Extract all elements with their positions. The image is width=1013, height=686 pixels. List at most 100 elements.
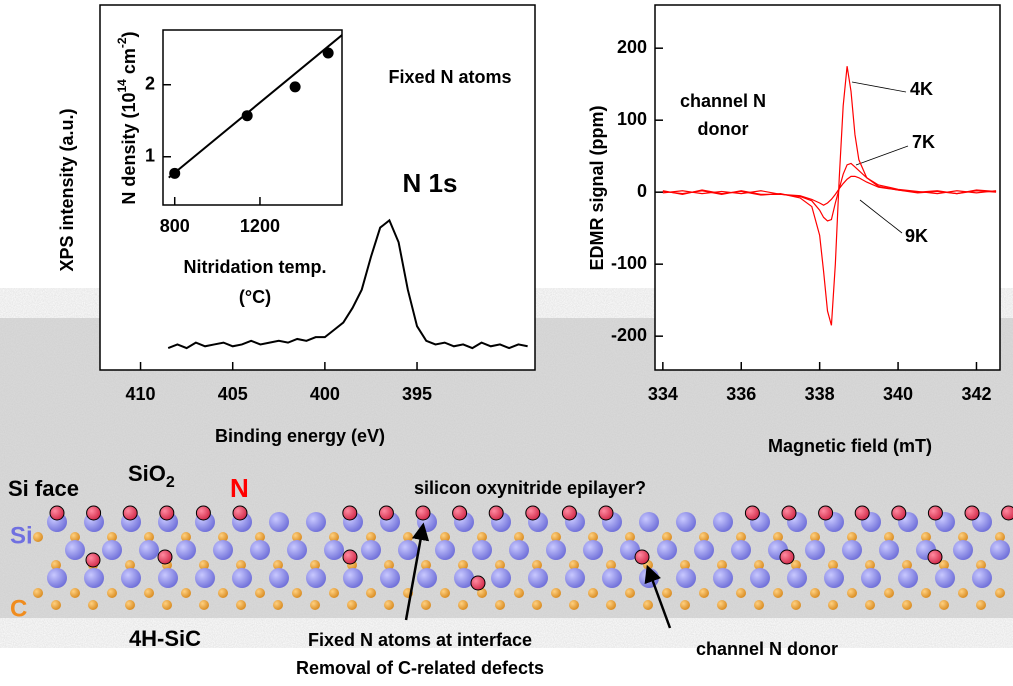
data-point — [169, 168, 180, 179]
x-tick-label: 340 — [883, 384, 913, 404]
carbon-atom — [865, 600, 875, 610]
silicon-atom — [232, 568, 252, 588]
carbon-atom — [569, 600, 579, 610]
silicon-atom — [639, 512, 659, 532]
silicon-atom — [990, 540, 1010, 560]
carbon-atom — [717, 600, 727, 610]
silicon-atom — [380, 568, 400, 588]
nitrogen-atom — [489, 506, 503, 520]
silicon-atom — [287, 540, 307, 560]
nitrogen-atom — [599, 506, 613, 520]
silicon-atom — [269, 512, 289, 532]
carbon-atom — [107, 588, 117, 598]
silicon-atom — [528, 568, 548, 588]
carbon-atom — [181, 588, 191, 598]
x-tick-label: 342 — [961, 384, 991, 404]
data-point — [323, 48, 334, 59]
figure: XPS intensity (a.u.) Binding energy (eV)… — [0, 0, 1013, 686]
silicon-atom — [546, 540, 566, 560]
silicon-atom — [694, 540, 714, 560]
carbon-atom — [144, 588, 154, 598]
carbon-atom — [699, 588, 709, 598]
nitrogen-atom — [855, 506, 869, 520]
nitrogen-atom — [635, 550, 649, 564]
carbon-atom — [218, 588, 228, 598]
nitrogen-atom — [526, 506, 540, 520]
silicon-atom — [602, 568, 622, 588]
carbon-atom — [828, 600, 838, 610]
carbon-atom — [791, 600, 801, 610]
label-part: SiO — [128, 461, 166, 486]
y-axis-label: EDMR signal (ppm) — [587, 105, 607, 270]
nitrogen-atom — [50, 506, 64, 520]
label: N — [230, 473, 249, 503]
carbon-atom — [551, 588, 561, 598]
silicon-atom — [750, 568, 770, 588]
carbon-atom — [606, 600, 616, 610]
silicon-atom — [472, 540, 492, 560]
carbon-atom — [736, 588, 746, 598]
series-label: 9K — [905, 226, 928, 246]
label-part: N density (10 — [119, 93, 139, 205]
label-part: cm — [119, 48, 139, 79]
x-tick-label: 405 — [218, 384, 248, 404]
nitrogen-atom — [780, 550, 794, 564]
x-tick-label: 338 — [805, 384, 835, 404]
silicon-atom — [250, 540, 270, 560]
carbon-atom — [236, 600, 246, 610]
data-point — [242, 110, 253, 121]
silicon-atom — [102, 540, 122, 560]
silicon-atom — [491, 568, 511, 588]
y-tick-label: 100 — [617, 109, 647, 129]
nitrogen-atom — [196, 506, 210, 520]
carbon-atom — [162, 600, 172, 610]
x-axis-label: (°C) — [239, 287, 271, 307]
silicon-atom — [47, 568, 67, 588]
y-tick-label: 200 — [617, 37, 647, 57]
x-tick-label: 336 — [726, 384, 756, 404]
silicon-atom — [158, 568, 178, 588]
y-tick-label: -100 — [611, 253, 647, 273]
edmr-frame — [655, 5, 1000, 370]
nitrogen-atom — [819, 506, 833, 520]
silicon-atom — [842, 540, 862, 560]
silicon-atom — [306, 568, 326, 588]
carbon-atom — [199, 600, 209, 610]
nitrogen-atom — [928, 550, 942, 564]
nitrogen-atom — [158, 550, 172, 564]
label: channel N donor — [696, 639, 838, 659]
silicon-atom — [417, 568, 437, 588]
annotation: N 1s — [403, 168, 458, 198]
carbon-atom — [976, 600, 986, 610]
carbon-atom — [384, 600, 394, 610]
nitrogen-atom — [123, 506, 137, 520]
nitrogen-atom — [562, 506, 576, 520]
y-axis-label: XPS intensity (a.u.) — [57, 108, 77, 271]
label: silicon oxynitride epilayer? — [414, 478, 646, 498]
silicon-atom — [879, 540, 899, 560]
silicon-atom — [731, 540, 751, 560]
silicon-atom — [972, 568, 992, 588]
silicon-atom — [583, 540, 603, 560]
carbon-atom — [754, 600, 764, 610]
annotation: channel N — [680, 91, 766, 111]
label: Fixed N atoms at interface — [308, 630, 532, 650]
carbon-atom — [902, 600, 912, 610]
nitrogen-atom — [343, 506, 357, 520]
silicon-atom — [398, 540, 418, 560]
y-axis-label: N density (1014 cm-2) — [115, 31, 139, 204]
silicon-atom — [898, 568, 918, 588]
annotation: Fixed N atoms — [388, 67, 511, 87]
carbon-atom — [773, 588, 783, 598]
silicon-atom — [787, 568, 807, 588]
x-tick-label: 400 — [310, 384, 340, 404]
x-tick-label: 334 — [648, 384, 678, 404]
carbon-atom — [921, 588, 931, 598]
nitrogen-atom — [233, 506, 247, 520]
silicon-atom — [213, 540, 233, 560]
label: Si — [10, 522, 33, 549]
nitrogen-atom — [1002, 506, 1013, 520]
silicon-atom — [343, 568, 363, 588]
carbon-atom — [347, 600, 357, 610]
carbon-atom — [495, 600, 505, 610]
